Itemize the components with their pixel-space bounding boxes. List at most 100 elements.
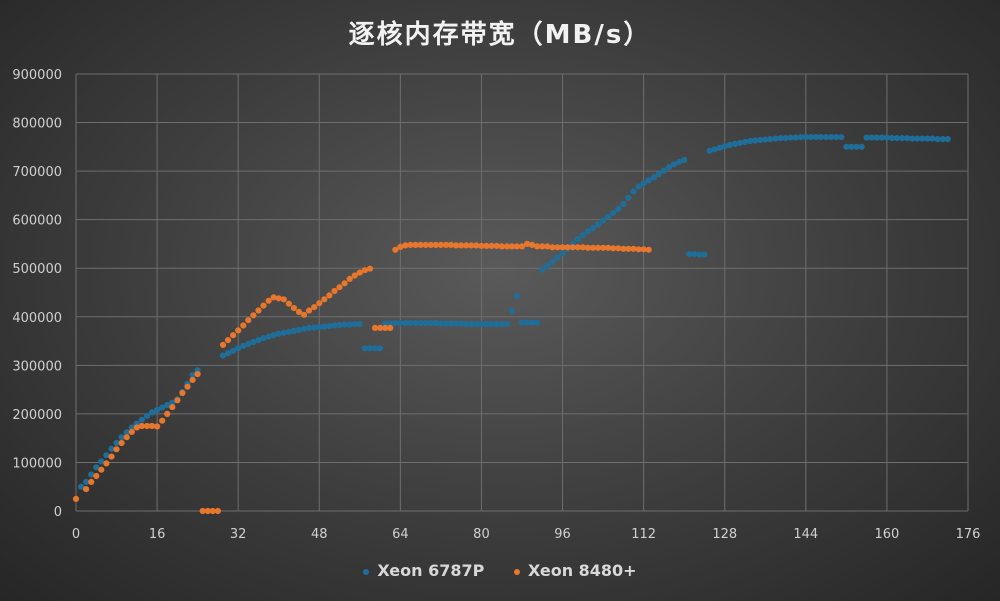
data-point bbox=[159, 417, 166, 424]
data-point bbox=[98, 458, 105, 465]
data-point bbox=[93, 472, 100, 480]
y-tick-label: 700000 bbox=[12, 165, 62, 180]
data-point bbox=[503, 321, 510, 328]
data-point bbox=[635, 183, 642, 190]
data-point bbox=[848, 143, 855, 150]
data-point bbox=[184, 383, 191, 390]
data-point bbox=[554, 244, 561, 251]
data-point bbox=[138, 422, 145, 430]
data-point bbox=[478, 242, 485, 249]
data-point bbox=[128, 424, 135, 431]
x-axis-ticks: 0 16 32 48 64 80 96 112 128 144 160 176 bbox=[72, 527, 981, 542]
data-point bbox=[78, 483, 85, 490]
data-point bbox=[574, 236, 581, 243]
data-point bbox=[427, 320, 434, 327]
data-point bbox=[123, 429, 130, 436]
data-point bbox=[285, 328, 292, 335]
data-point bbox=[295, 308, 303, 315]
data-point bbox=[321, 323, 328, 330]
data-point bbox=[447, 241, 455, 248]
data-point bbox=[645, 246, 652, 253]
data-point bbox=[392, 246, 399, 253]
data-point bbox=[503, 243, 510, 250]
data-point bbox=[437, 320, 444, 327]
data-point bbox=[600, 217, 607, 224]
data-point bbox=[219, 341, 227, 348]
data-point bbox=[640, 180, 647, 187]
data-point bbox=[630, 245, 637, 252]
legend-item-series-0: Xeon 6787P bbox=[363, 561, 484, 580]
x-tick-label: 80 bbox=[473, 527, 490, 542]
data-point bbox=[154, 423, 161, 430]
data-point bbox=[828, 134, 835, 141]
data-point bbox=[230, 347, 237, 354]
data-point bbox=[554, 254, 561, 261]
data-point bbox=[108, 453, 115, 460]
data-point bbox=[726, 141, 733, 148]
data-point bbox=[868, 134, 875, 141]
data-point bbox=[468, 242, 475, 249]
data-point bbox=[564, 244, 571, 251]
data-point bbox=[245, 317, 252, 324]
data-point bbox=[214, 507, 221, 515]
y-tick-label: 900000 bbox=[12, 68, 62, 83]
data-point bbox=[453, 242, 460, 249]
data-point bbox=[361, 267, 368, 274]
legend-item-series-1: Xeon 8480+ bbox=[513, 561, 637, 580]
legend-label-series-1: Xeon 8480+ bbox=[527, 561, 637, 580]
data-point bbox=[169, 399, 176, 406]
data-point bbox=[351, 272, 358, 279]
data-point bbox=[620, 245, 627, 252]
data-point bbox=[306, 307, 313, 314]
data-point bbox=[311, 324, 318, 331]
data-point bbox=[752, 137, 759, 144]
x-tick-label: 0 bbox=[72, 527, 80, 542]
data-point bbox=[838, 134, 845, 141]
data-point bbox=[605, 213, 612, 220]
data-point bbox=[397, 320, 404, 327]
data-point bbox=[579, 232, 586, 239]
data-point bbox=[488, 321, 495, 328]
data-point bbox=[275, 295, 282, 302]
data-point bbox=[265, 297, 272, 304]
data-point bbox=[143, 412, 151, 419]
data-point bbox=[143, 422, 151, 430]
data-point bbox=[706, 147, 713, 154]
data-point bbox=[691, 251, 698, 258]
data-point bbox=[204, 507, 211, 515]
data-point bbox=[326, 292, 333, 299]
data-point bbox=[377, 345, 384, 352]
x-tick-label: 176 bbox=[956, 527, 981, 542]
legend-label-series-0: Xeon 6787P bbox=[377, 561, 485, 580]
data-point bbox=[316, 300, 323, 307]
data-point bbox=[133, 424, 140, 431]
x-tick-label: 32 bbox=[230, 527, 247, 542]
legend-marker-series-1 bbox=[513, 568, 520, 575]
data-point bbox=[387, 320, 394, 327]
data-point bbox=[442, 320, 450, 327]
data-point bbox=[407, 320, 414, 327]
data-point bbox=[873, 134, 880, 141]
data-point bbox=[833, 134, 840, 141]
data-point bbox=[929, 135, 936, 142]
data-point bbox=[336, 284, 343, 291]
data-point bbox=[539, 243, 546, 250]
data-point bbox=[524, 319, 531, 326]
data-point bbox=[473, 242, 480, 249]
data-point bbox=[189, 371, 196, 379]
data-point bbox=[295, 326, 303, 333]
data-point bbox=[382, 320, 389, 327]
data-point bbox=[559, 250, 566, 257]
data-point bbox=[615, 205, 622, 213]
data-point bbox=[620, 201, 627, 208]
data-point bbox=[645, 177, 652, 184]
data-point bbox=[731, 140, 739, 147]
data-point bbox=[93, 464, 100, 471]
data-point bbox=[113, 439, 120, 447]
data-point bbox=[270, 294, 277, 301]
data-point bbox=[179, 389, 186, 397]
data-point bbox=[863, 134, 870, 141]
data-point bbox=[762, 136, 769, 143]
data-point bbox=[453, 320, 460, 327]
